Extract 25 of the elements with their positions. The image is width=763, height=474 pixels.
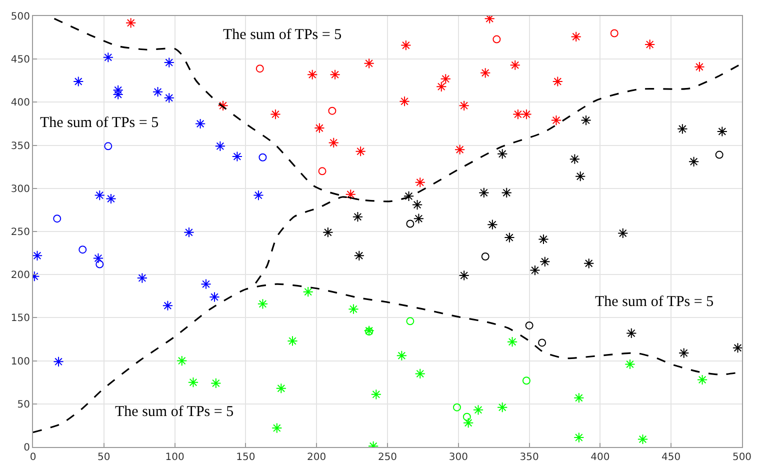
- y-tick-label: 450: [10, 54, 30, 66]
- x-tick-label: 50: [98, 452, 110, 463]
- annotation: The sum of TPs = 5: [595, 294, 714, 310]
- y-tick-label: 500: [10, 12, 30, 22]
- annotation: The sum of TPs = 5: [115, 404, 234, 420]
- y-tick-label: 0: [24, 442, 30, 454]
- y-tick-label: 350: [10, 140, 30, 152]
- y-tick-label: 250: [10, 227, 30, 238]
- y-tick-label: 100: [10, 356, 30, 368]
- y-tick-label: 50: [17, 399, 30, 410]
- x-tick-label: 300: [448, 452, 468, 463]
- y-tick-label: 400: [10, 98, 30, 109]
- x-tick-label: 250: [378, 452, 398, 463]
- x-tick-label: 350: [520, 452, 539, 463]
- x-tick-label: 500: [732, 452, 752, 463]
- x-tick-label: 400: [590, 452, 610, 463]
- annotation: The sum of TPs = 5: [40, 115, 159, 131]
- y-tick-label: 150: [10, 313, 30, 324]
- x-tick-label: 150: [236, 452, 256, 463]
- annotation: The sum of TPs = 5: [223, 27, 342, 43]
- x-tick-label: 200: [307, 452, 326, 463]
- y-tick-label: 200: [10, 270, 30, 282]
- x-tick-label: 100: [165, 452, 184, 463]
- y-tick-label: 300: [10, 184, 30, 195]
- x-tick-label: 450: [662, 452, 681, 463]
